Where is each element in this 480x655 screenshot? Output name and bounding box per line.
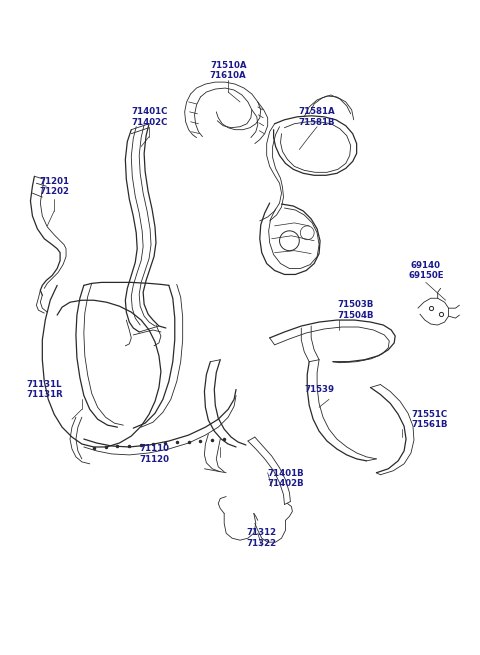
Text: 71503B
71504B: 71503B 71504B [337,301,374,320]
Text: 71131L
71131R: 71131L 71131R [26,380,63,399]
Text: 71401B
71402B: 71401B 71402B [267,469,304,489]
Text: 71312
71322: 71312 71322 [247,529,277,548]
Text: 71539: 71539 [304,385,334,394]
Text: 71551C
71561B: 71551C 71561B [411,409,448,429]
Text: 71581A
71581B: 71581A 71581B [299,107,336,126]
Text: 71110
71120: 71110 71120 [139,444,169,464]
Text: 71201
71202: 71201 71202 [39,176,69,196]
Text: 69140
69150E: 69140 69150E [408,261,444,280]
Text: 71401C
71402C: 71401C 71402C [131,107,167,126]
Text: 71510A
71610A: 71510A 71610A [210,60,246,80]
